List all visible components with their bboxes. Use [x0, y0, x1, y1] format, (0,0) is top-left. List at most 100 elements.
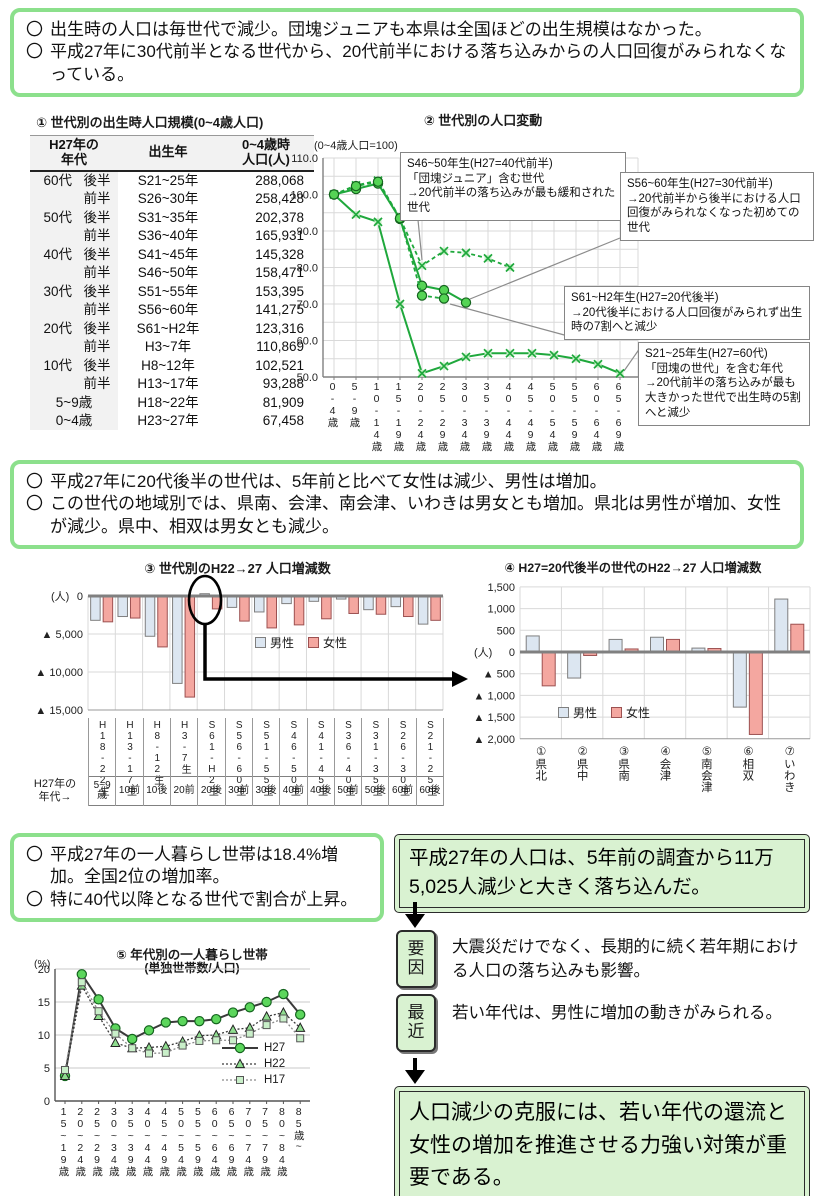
x-axis-label: 75~79歳 — [259, 1106, 272, 1177]
x-axis-label: ④会津 — [658, 744, 671, 781]
bar-男性 — [567, 651, 582, 679]
x-axis-label: 40-44歳 — [502, 381, 515, 452]
bar-男性 — [732, 651, 747, 708]
series-女性 — [541, 623, 805, 735]
svg-text:▲ 5,000: ▲ 5,000 — [42, 629, 83, 641]
table-title: ① 世代別の出生時人口規模(0~4歳人口) — [36, 115, 264, 130]
x-label-cell: S61-H2生 20後 — [197, 718, 225, 806]
table-row: 前半 S46~50年 158,471 — [30, 264, 314, 283]
sub-axis-cell: 60前 — [389, 776, 416, 806]
chart4-legend: 男性 女性 — [558, 704, 650, 721]
chart3-row-label: H27年の 年代→ — [33, 778, 77, 804]
x-axis-label: 40~44歳 — [141, 1106, 154, 1177]
table-row: 40代 後半 S41~45年 145,328 — [30, 245, 314, 265]
x-axis-label: 25~29歳 — [91, 1106, 104, 1177]
svg-text:110.0: 110.0 — [291, 153, 318, 165]
x-axis-label: 20-24歳 — [414, 381, 427, 452]
bar-女性 — [211, 595, 223, 610]
svg-text:10: 10 — [38, 1030, 50, 1042]
chart5-svg: 20 15 10 5 0 — [38, 964, 310, 1108]
bar-女性 — [239, 595, 250, 622]
bullet-icon: 〇 — [26, 889, 43, 909]
bar-女性 — [430, 595, 441, 621]
bar-女性 — [375, 595, 387, 615]
bullet-text: 平成27年に30代前半となる世代から、20代前半における落ち込みからの人口回復が… — [50, 42, 787, 84]
table-row: 60代 後半 S21~25年 288,068 — [30, 170, 314, 191]
legend-item: 男性 — [255, 634, 294, 651]
svg-text:5: 5 — [44, 1063, 50, 1075]
svg-text:0: 0 — [44, 1096, 50, 1108]
bar-女性 — [748, 651, 763, 735]
x-axis-label: 45-49歳 — [524, 381, 537, 452]
x-axis-label: 55~59歳 — [191, 1106, 204, 1177]
sub-axis-cell: 30後 — [252, 776, 280, 806]
headline-box: 平成27年の人口は、5年前の調査から11万5,025人減少と大きく落ち込んだ。 — [394, 834, 810, 913]
chart2-title: ② 世代別の人口変動 — [423, 113, 543, 128]
x-axis-label: 15~19歳 — [57, 1106, 70, 1177]
x-axis-label: ⑤南会津 — [699, 744, 712, 793]
svg-text:60.0: 60.0 — [297, 336, 318, 348]
x-axis-label: 15-19歳 — [392, 381, 405, 452]
bar-女性 — [102, 595, 114, 623]
bullet-item: 〇平成27年に20代後半の世代は、5年前と比べて女性は減少、男性は増加。 — [26, 471, 788, 493]
region-change-bar-chart: ④ H27=20代後半の世代のH22→27 人口増減数 1,500 1,000 50… — [450, 558, 816, 810]
bar-女性 — [403, 595, 414, 618]
sub-axis-cell: 40後 — [307, 776, 334, 806]
x-axis-label: 65~69歳 — [225, 1106, 238, 1177]
conclusion-box: 人口減少の克服には、若い年代の還流と女性の増加を推進させる力強い対策が重要である… — [394, 1086, 810, 1196]
table-row: 0~4歳 H23~27年 67,458 — [30, 411, 314, 431]
x-axis-label: 55-59歳 — [568, 381, 581, 452]
svg-text:100.0: 100.0 — [290, 190, 318, 202]
svg-text:▲ 10,000: ▲ 10,000 — [35, 667, 83, 679]
annotation-s46-50: S46~50年生(H27=40代前半) 「団塊ジュニア」含む世代 →20代前半の… — [400, 152, 626, 221]
bar-男性 — [254, 595, 265, 613]
sub-axis-cell: 10後 — [143, 776, 170, 806]
recent-label: 最近 — [396, 994, 436, 1052]
x-axis-label: 60~64歳 — [208, 1106, 221, 1177]
svg-text:500: 500 — [497, 625, 515, 637]
conclusion-flow: 平成27年の人口は、5年前の調査から11万5,025人減少と大きく落ち込んだ。 … — [394, 832, 810, 1196]
bar-女性 — [790, 623, 805, 653]
sub-axis-cell: 5~9歳 — [89, 776, 116, 806]
svg-text:▲ 500: ▲ 500 — [483, 669, 515, 681]
birth-population-table-block: ① 世代別の出生時人口規模(0~4歳人口) H27年の 年代 出生年 0~4歳時… — [30, 112, 314, 431]
col-header-population: 0~4歳時 人口(人) — [218, 134, 314, 172]
x-axis-label: 0-4歳 — [326, 381, 339, 428]
x-axis-label: 30-34歳 — [458, 381, 471, 452]
summary-box-single-household: 〇平成27年の一人暮らし世帯は18.4%増加。全国2位の増加率。〇特に40代以降… — [10, 833, 384, 923]
summary-box-birth-population: 〇出生時の人口は毎世代で減少。団塊ジュニアも本県は全国ほどの出生規模はなかった。… — [10, 8, 804, 98]
x-axis-label: 85歳~ — [292, 1106, 305, 1153]
svg-text:▲ 1,000: ▲ 1,000 — [474, 690, 515, 702]
chart5-title: ⑤ 年代別の一人暮らし世帯 — [116, 948, 268, 962]
bar-女性 — [666, 638, 680, 653]
sub-axis-cell: 50前 — [334, 776, 362, 806]
x-axis-label: 10-14歳 — [370, 381, 383, 452]
bullet-text: 平成27年に20代後半の世代は、5年前と比べて女性は減少、男性は増加。 — [50, 472, 607, 491]
chart2-svg: 110.0 100.0 90.0 80.0 70.0 60.0 50.0 — [290, 153, 641, 384]
chart4-svg: 1,500 1,000 500 0 ▲ 500 ▲ 1,000 ▲ 1,500 ▲ 2,000… — [474, 582, 811, 746]
bar-男性 — [774, 598, 789, 653]
bar-女性 — [129, 595, 141, 619]
bullet-item: 〇この世代の地域別では、県南、会津、南会津、いわきは男女とも増加。県北は男性が増… — [26, 493, 788, 538]
svg-text:15: 15 — [38, 997, 50, 1009]
table-row: 10代 後半 H8~12年 102,521 — [30, 356, 314, 376]
x-label-cell: H13-17生 10前 — [115, 718, 143, 806]
bar-男性 — [608, 638, 623, 653]
bullet-text: 平成27年の一人暮らし世帯は18.4%増加。全国2位の増加率。 — [50, 845, 339, 887]
x-axis-label: 70~74歳 — [242, 1106, 255, 1177]
legend-item: H17 — [222, 1074, 285, 1086]
sub-axis-cell: 20前 — [170, 776, 198, 806]
bar-女性 — [541, 651, 556, 687]
chart5-subtitle: (単独世帯数/人口) — [144, 961, 240, 975]
x-axis-label: ⑥相双 — [741, 744, 754, 781]
chart5-unit-label: (%) — [34, 958, 51, 970]
svg-text:(人): (人) — [51, 590, 69, 603]
bar-女性 — [348, 595, 359, 614]
x-label-cell: H8-12生 10後 — [142, 718, 170, 806]
svg-text:▲ 15,000: ▲ 15,000 — [35, 705, 83, 717]
svg-text:(人): (人) — [474, 646, 492, 659]
x-label-cell: H3-7生 20前 — [169, 718, 198, 806]
table-row: 前半 H13~17年 93,288 — [30, 375, 314, 394]
sub-axis-cell: 40前 — [280, 776, 307, 806]
bullet-text: この世代の地域別では、県南、会津、南会津、いわきは男女とも増加。県北は男性が増加… — [50, 494, 781, 536]
